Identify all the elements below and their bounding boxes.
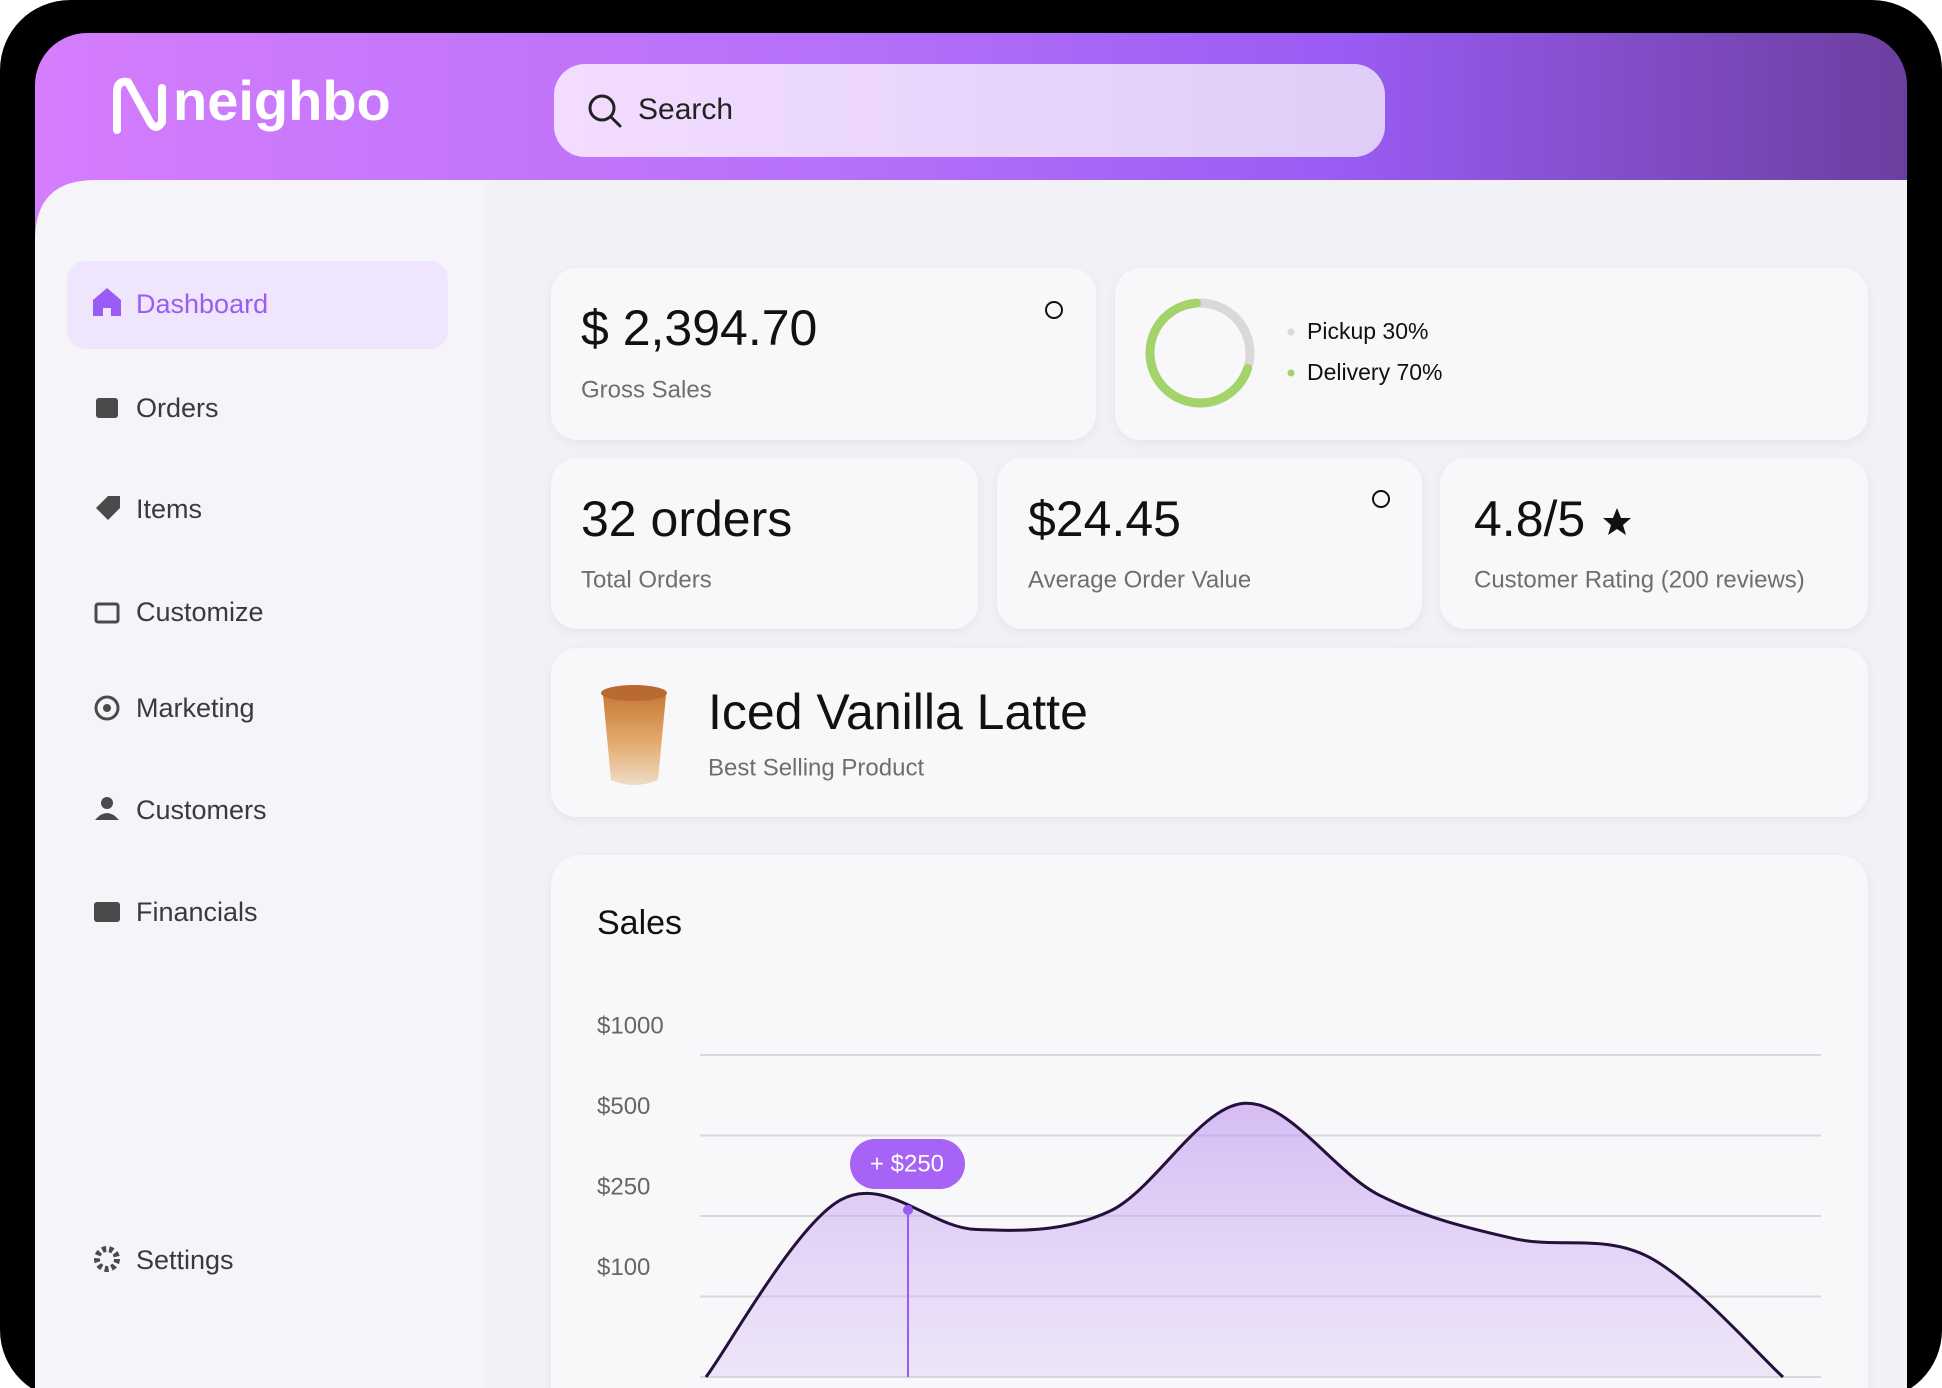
card-value: 4.8/5 (1474, 491, 1585, 547)
legend-dot (1287, 328, 1295, 336)
donut-segment (1145, 298, 1255, 408)
nav-item[interactable]: Dashboard (136, 289, 268, 319)
nav-item[interactable]: Orders (136, 393, 219, 423)
product-image (603, 695, 666, 785)
y-tick-label: $1000 (597, 1012, 664, 1039)
card (1440, 458, 1868, 629)
search-icon (588, 94, 616, 122)
card (551, 648, 1868, 817)
card (997, 458, 1422, 629)
y-tick-label: $250 (597, 1173, 650, 1200)
logo: neighbo (113, 69, 391, 134)
card-value: $ 2,394.70 (581, 300, 817, 356)
card-value: $24.45 (1028, 491, 1181, 547)
search-bar[interactable] (554, 64, 1385, 157)
nav-icon (96, 496, 120, 520)
tooltip (850, 1139, 965, 1189)
chart: $1000 $500 $250 $100 + $250 (597, 1012, 1821, 1379)
card-label: Customer Rating (200 reviews) (1474, 566, 1805, 593)
product-name: Iced Vanilla Latte (708, 684, 1088, 740)
nav-item[interactable]: Settings (136, 1245, 234, 1275)
area (706, 1103, 1783, 1377)
star-icon (1603, 508, 1631, 535)
product-image (601, 685, 667, 701)
info-icon[interactable] (1372, 490, 1390, 508)
logo-text: neighbo (173, 69, 391, 132)
nav-item[interactable]: Customers (136, 795, 267, 825)
product-label: Best Selling Product (708, 754, 924, 781)
card-label: Total Orders (581, 566, 712, 593)
y-tick-label: $500 (597, 1093, 650, 1120)
nav-icon (101, 797, 113, 809)
card-label: Average Order Value (1028, 566, 1251, 593)
card (1115, 268, 1868, 440)
nav-item[interactable]: Marketing (136, 693, 255, 723)
donut (1145, 298, 1255, 408)
logo-mark (113, 77, 166, 134)
nav-item[interactable]: Financials (136, 897, 258, 927)
line (704, 1101, 1784, 1379)
info-icon[interactable] (1045, 301, 1063, 319)
card (551, 458, 978, 629)
nav-icon (93, 288, 121, 316)
search-placeholder[interactable]: Search (638, 93, 733, 126)
nav-active-bg (67, 261, 448, 349)
tooltip-label: + $250 (870, 1150, 944, 1177)
nav-icon (94, 1246, 120, 1272)
nav-icon (96, 398, 118, 418)
nav-icon (103, 704, 111, 712)
tooltip-dot (903, 1205, 913, 1215)
legend-dot (1287, 369, 1295, 377)
nav-item[interactable]: Customize (136, 597, 264, 627)
nav-icon (94, 902, 120, 922)
chart-title: Sales (597, 904, 682, 942)
nav-icon (94, 602, 120, 624)
y-tick-label: $100 (597, 1254, 650, 1281)
search-icon (609, 115, 622, 128)
card-value: 32 orders (581, 491, 792, 547)
card (551, 268, 1096, 440)
card-label: Gross Sales (581, 376, 712, 403)
legend-label: Pickup 30% (1307, 318, 1428, 344)
legend-label: Delivery 70% (1307, 359, 1443, 385)
nav-icon (94, 695, 120, 721)
nav-item[interactable]: Items (136, 494, 202, 524)
nav-icon (95, 813, 119, 820)
